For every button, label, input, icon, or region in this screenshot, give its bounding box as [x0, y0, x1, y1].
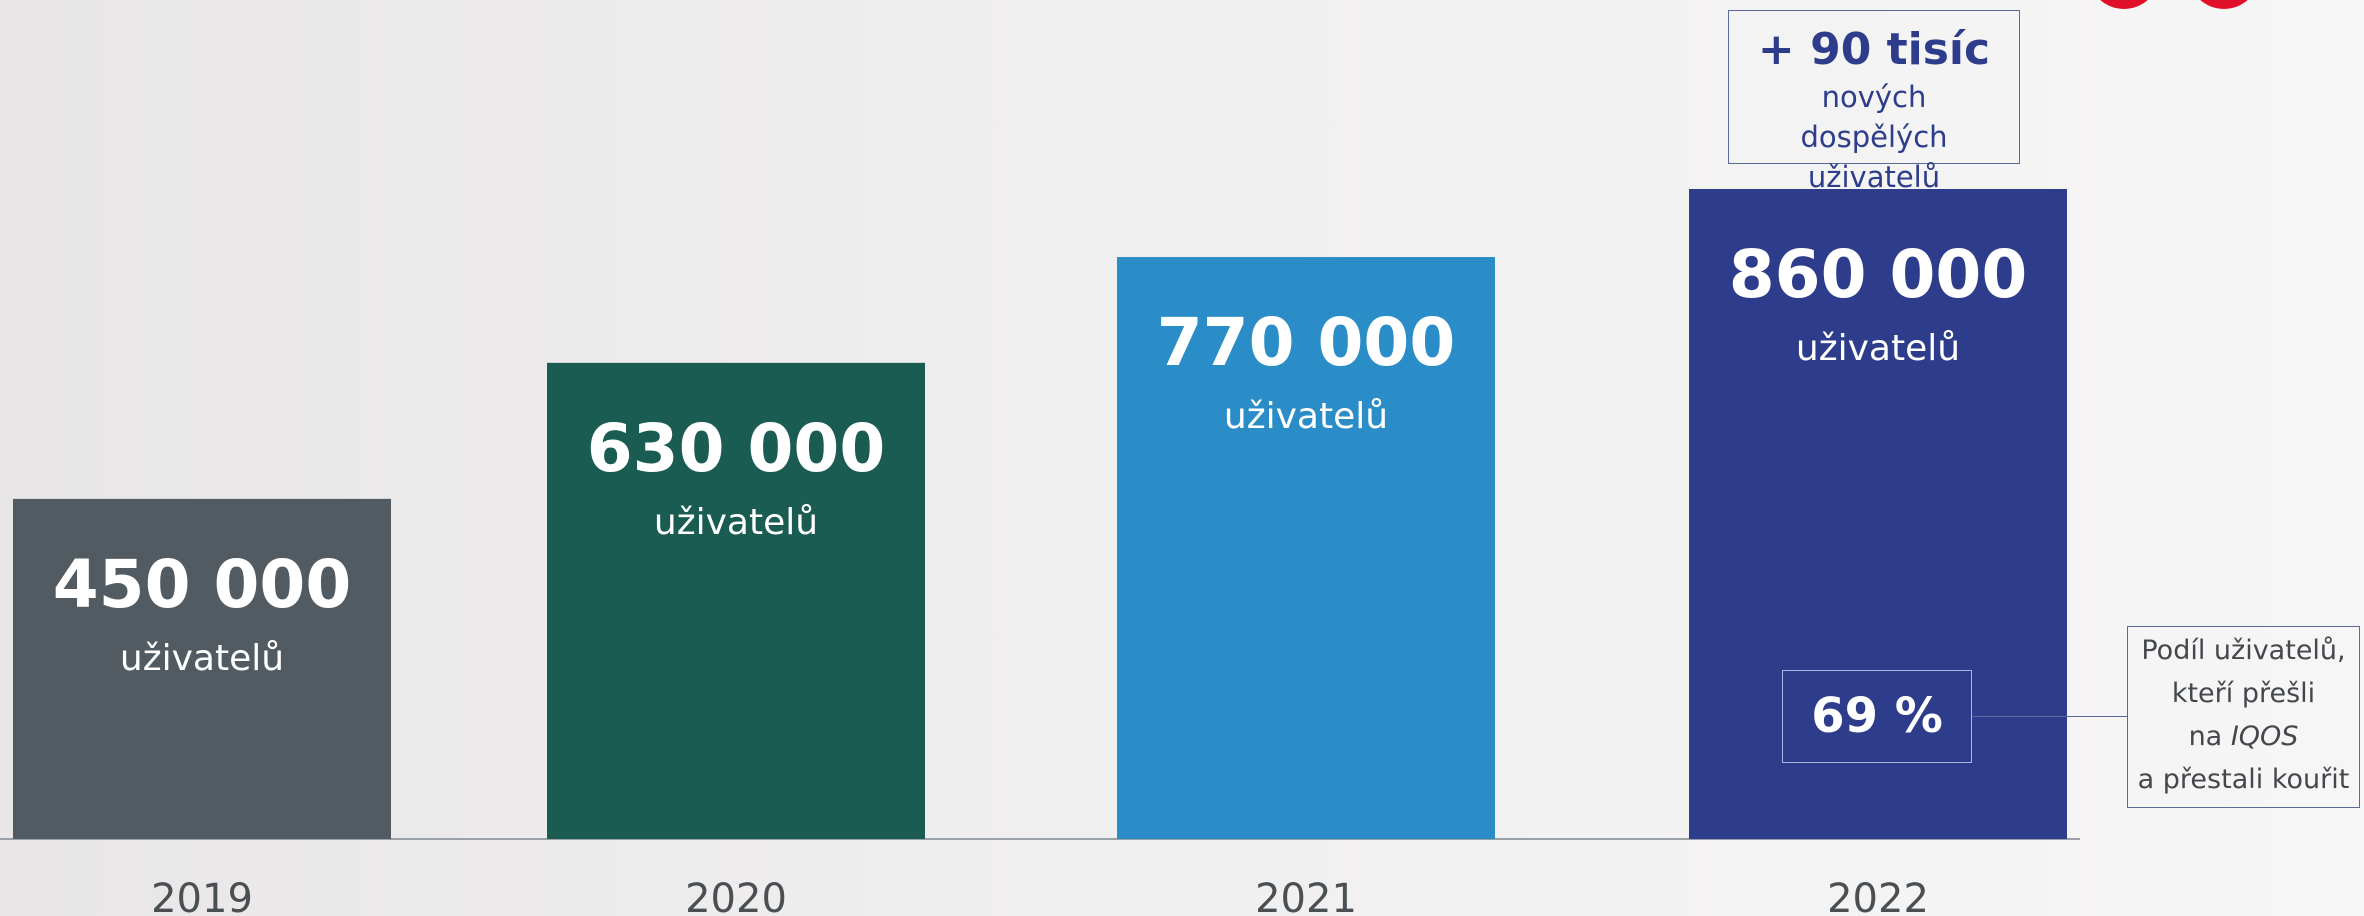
share-note-line3: na IQOS: [2128, 715, 2359, 758]
share-note-prefix: na: [2188, 721, 2231, 752]
bar-value-label-2021: 770 000: [1157, 304, 1456, 381]
bar-2020: [547, 362, 925, 839]
bar-2019: [13, 498, 391, 839]
share-note-line2: kteří přešli: [2171, 678, 2316, 709]
share-percentage-box: 69 %: [1782, 670, 1972, 763]
bar-value-label-2020: 630 000: [587, 410, 886, 487]
logo-dot-left: [2088, 0, 2160, 9]
share-note-brand: IQOS: [2230, 721, 2299, 752]
x-tick-label-2020: 2020: [685, 876, 787, 916]
x-tick-label-2022: 2022: [1827, 876, 1929, 916]
x-tick-label-2019: 2019: [151, 876, 253, 916]
bar-value-label-2019: 450 000: [53, 546, 352, 623]
growth-callout: + 90 tisíc nových dospělých uživatelů: [1728, 10, 2020, 194]
bar-unit-label-2022: uživatelů: [1796, 328, 1960, 369]
bar-unit-label-2021: uživatelů: [1224, 396, 1388, 437]
share-note-line1: Podíl uživatelů,: [2141, 635, 2346, 666]
x-tick-label-2021: 2021: [1255, 876, 1357, 916]
bar-value-label-2022: 860 000: [1729, 236, 2028, 313]
growth-description-line1: nových dospělých: [1800, 80, 1948, 154]
bar-unit-label-2020: uživatelů: [654, 502, 818, 543]
growth-description-line2: uživatelů: [1807, 160, 1941, 194]
share-connector-line: [1972, 716, 2127, 717]
share-note-line4: a přestali kouřit: [2137, 764, 2350, 795]
bar-2022: [1689, 189, 2067, 839]
growth-description: nových dospělých uživatelů: [1759, 77, 1989, 197]
bar-unit-label-2019: uživatelů: [120, 638, 284, 679]
logo-dot-right: [2188, 0, 2260, 9]
bar-2021: [1117, 257, 1495, 839]
share-note: Podíl uživatelů, kteří přešli na IQOS a …: [2127, 626, 2360, 808]
growth-headline: + 90 tisíc: [1757, 24, 1991, 75]
